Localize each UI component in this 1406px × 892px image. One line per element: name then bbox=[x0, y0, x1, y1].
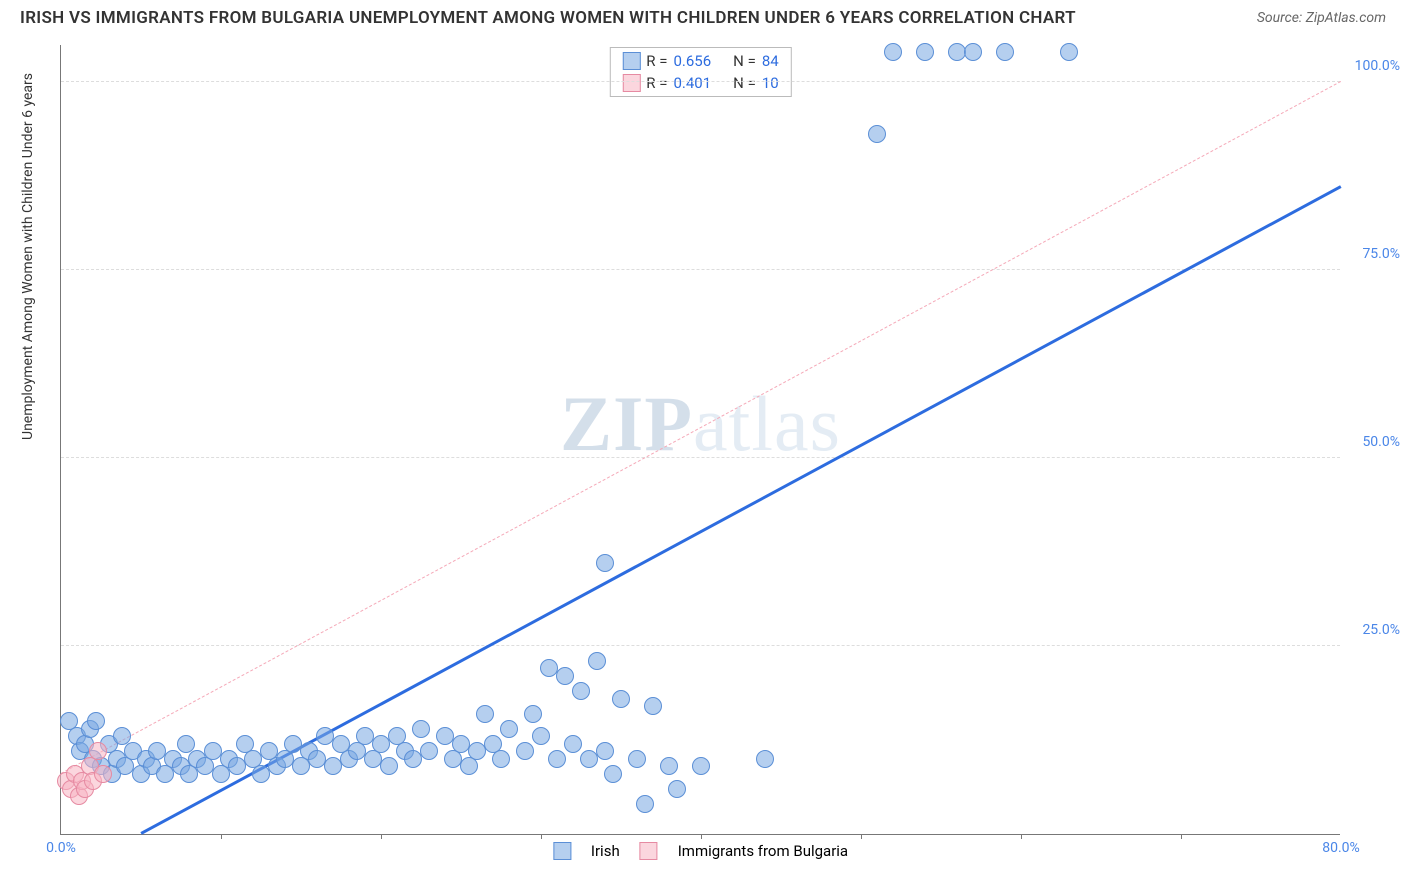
data-point bbox=[964, 43, 982, 61]
data-point bbox=[1060, 43, 1078, 61]
x-tick-mark bbox=[1021, 834, 1022, 839]
data-point bbox=[572, 682, 590, 700]
data-point bbox=[884, 43, 902, 61]
data-point bbox=[94, 765, 112, 783]
x-tick-label: 0.0% bbox=[46, 840, 76, 856]
gridline bbox=[61, 269, 1340, 270]
y-tick-label: 100.0% bbox=[1355, 58, 1400, 74]
data-point bbox=[668, 780, 686, 798]
data-point bbox=[548, 750, 566, 768]
scatter-chart: ZIPatlas R = 0.656 N = 84 R = 0.401 N = … bbox=[60, 45, 1340, 835]
data-point bbox=[524, 705, 542, 723]
watermark: ZIPatlas bbox=[560, 379, 841, 469]
trendline-immigrants-from-bulgaria bbox=[61, 81, 1341, 774]
data-point bbox=[476, 705, 494, 723]
x-tick-mark bbox=[221, 834, 222, 839]
swatch-bulgaria bbox=[622, 74, 640, 92]
data-point bbox=[412, 720, 430, 738]
x-tick-mark bbox=[381, 834, 382, 839]
x-tick-mark bbox=[701, 834, 702, 839]
y-tick-label: 75.0% bbox=[1362, 246, 1400, 262]
y-tick-label: 50.0% bbox=[1362, 434, 1400, 450]
header: IRISH VS IMMIGRANTS FROM BULGARIA UNEMPL… bbox=[20, 8, 1386, 28]
data-point bbox=[596, 742, 614, 760]
data-point bbox=[612, 690, 630, 708]
legend-label-bulgaria: Immigrants from Bulgaria bbox=[678, 842, 848, 860]
swatch-irish bbox=[622, 52, 640, 70]
data-point bbox=[89, 742, 107, 760]
data-point bbox=[492, 750, 510, 768]
legend-row-bulgaria: R = 0.401 N = 10 bbox=[610, 72, 790, 94]
data-point bbox=[516, 742, 534, 760]
data-point bbox=[500, 720, 518, 738]
legend-swatch-irish bbox=[553, 842, 571, 860]
x-tick-label: 80.0% bbox=[1322, 840, 1360, 856]
data-point bbox=[588, 652, 606, 670]
data-point bbox=[756, 750, 774, 768]
gridline bbox=[61, 457, 1340, 458]
data-point bbox=[556, 667, 574, 685]
y-tick-label: 25.0% bbox=[1362, 622, 1400, 638]
data-point bbox=[532, 727, 550, 745]
data-point bbox=[420, 742, 438, 760]
x-tick-mark bbox=[541, 834, 542, 839]
chart-title: IRISH VS IMMIGRANTS FROM BULGARIA UNEMPL… bbox=[20, 8, 1076, 28]
series-legend: Irish Immigrants from Bulgaria bbox=[553, 842, 848, 860]
data-point bbox=[628, 750, 646, 768]
data-point bbox=[87, 712, 105, 730]
correlation-legend: R = 0.656 N = 84 R = 0.401 N = 10 bbox=[609, 47, 791, 97]
x-tick-mark bbox=[861, 834, 862, 839]
data-point bbox=[636, 795, 654, 813]
legend-label-irish: Irish bbox=[591, 842, 620, 860]
legend-swatch-bulgaria bbox=[640, 842, 658, 860]
data-point bbox=[660, 757, 678, 775]
data-point bbox=[996, 43, 1014, 61]
data-point bbox=[692, 757, 710, 775]
x-tick-mark bbox=[1181, 834, 1182, 839]
data-point bbox=[564, 735, 582, 753]
gridline bbox=[61, 81, 1340, 82]
data-point bbox=[916, 43, 934, 61]
gridline bbox=[61, 645, 1340, 646]
data-point bbox=[868, 125, 886, 143]
data-point bbox=[644, 697, 662, 715]
data-point bbox=[604, 765, 622, 783]
legend-row-irish: R = 0.656 N = 84 bbox=[610, 50, 790, 72]
source-attribution: Source: ZipAtlas.com bbox=[1257, 10, 1386, 26]
data-point bbox=[380, 757, 398, 775]
y-axis-label: Unemployment Among Women with Children U… bbox=[20, 73, 36, 440]
data-point bbox=[596, 554, 614, 572]
